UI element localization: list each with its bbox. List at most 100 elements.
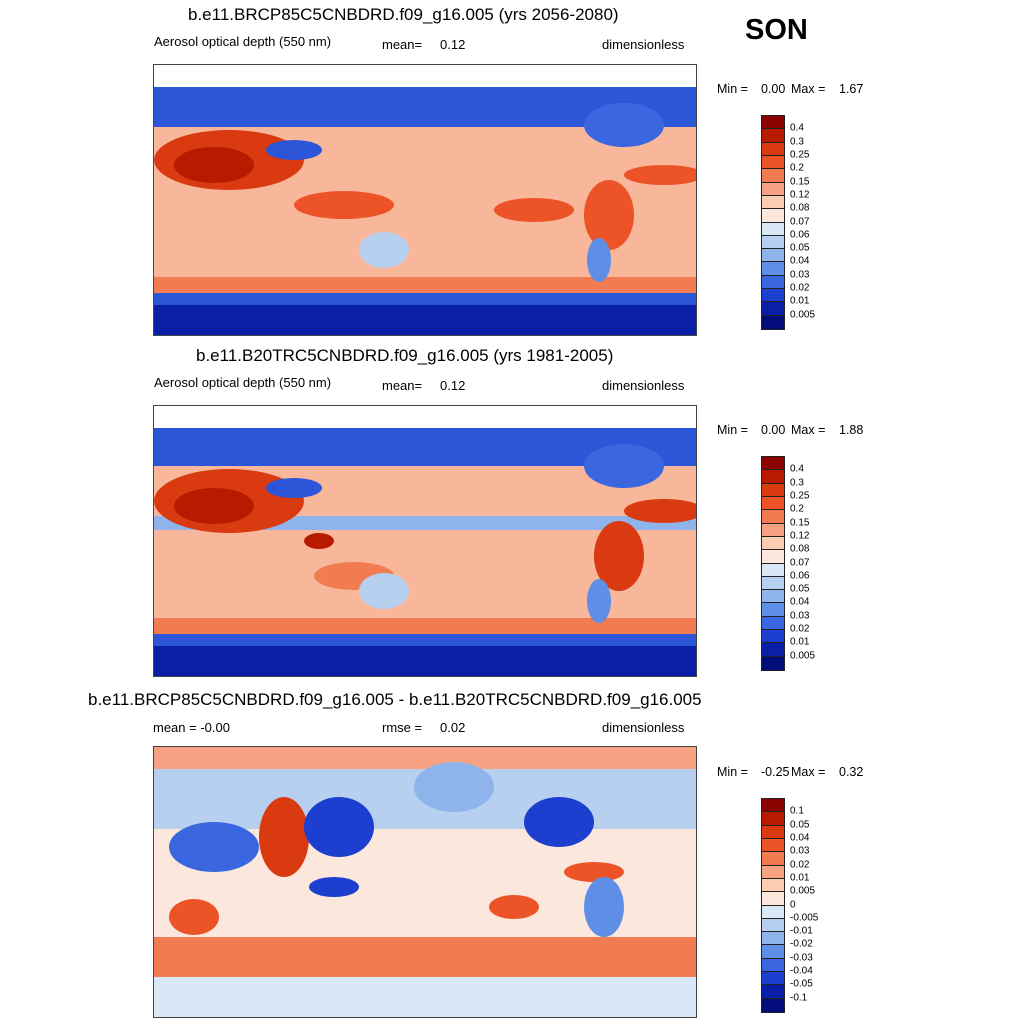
colorbar-tick-label: 0.03	[790, 845, 810, 857]
colorbar-swatch	[762, 590, 784, 604]
colorbar-swatch	[762, 483, 784, 497]
colorbar-tick-label: 0.08	[790, 543, 810, 555]
colorbar-tick-label: 0.3	[790, 477, 804, 489]
colorbar-swatch	[762, 510, 784, 524]
colorbar-tick-label: 0.005	[790, 650, 816, 662]
min-label: Min =	[717, 423, 748, 437]
colorbar-swatch	[762, 998, 784, 1012]
colorbar-tick-label: -0.04	[790, 965, 813, 977]
colorbar-swatch	[762, 630, 784, 644]
colorbar-swatch	[762, 550, 784, 564]
colorbar-swatch	[762, 315, 784, 329]
colorbar-tick-label: 0.02	[790, 282, 810, 294]
variable-label: Aerosol optical depth (550 nm)	[154, 375, 332, 390]
aod-map-difference	[153, 746, 697, 1018]
colorbar-swatch	[762, 289, 784, 303]
colorbar-tick-label: 0.15	[790, 176, 810, 188]
colorbar-tick-label: 0.2	[790, 503, 804, 515]
colorbar-swatch	[762, 603, 784, 617]
colorbar-swatch	[762, 155, 784, 170]
colorbar-swatch	[762, 958, 784, 973]
colorbar-labels: 0.1 0.05 0.04 0.03 0.02 0.01 0.005 0 -0.005 -0.01…	[790, 798, 850, 1011]
rmse-value: 0.02	[440, 720, 466, 735]
colorbar-swatch	[762, 235, 784, 250]
colorbar-tick-label: -0.01	[790, 925, 813, 937]
units-label: dimensionless	[602, 720, 685, 735]
colorbar-tick-label: 0.07	[790, 557, 810, 568]
mean-label: mean=	[382, 378, 423, 393]
colorbar-swatch	[762, 536, 784, 551]
panel-title: b.e11.B20TRC5CNBDRD.f09_g16.005 (yrs 198…	[196, 346, 614, 365]
max-value: 1.88	[839, 423, 864, 437]
colorbar-tick-label: 0.06	[790, 570, 810, 582]
colorbar-swatch	[762, 865, 784, 879]
colorbar-labels: 0.4 0.3 0.25 0.2 0.15 0.12 0.08 0.07 0.06 0.05 0.0…	[790, 115, 850, 328]
colorbar-tick-label: 0	[790, 899, 796, 910]
min-value: -0.25	[761, 765, 790, 779]
colorbar-swatch	[762, 275, 784, 290]
colorbar-swatch	[762, 249, 784, 263]
colorbar-swatch	[762, 169, 784, 183]
colorbar-swatch	[762, 116, 784, 130]
mean-value: 0.12	[440, 37, 466, 52]
max-value: 1.67	[839, 82, 864, 96]
colorbar-tick-label: 0.07	[790, 216, 810, 227]
colorbar-tick-label: 0.08	[790, 202, 810, 214]
min-value: 0.00	[761, 82, 786, 96]
units-label: dimensionless	[602, 378, 685, 393]
colorbar-swatch	[762, 457, 784, 471]
colorbar-tick-label: 0.04	[790, 596, 810, 608]
colorbar-tick-label: 0.04	[790, 832, 810, 844]
colorbar-tick-label: 0.04	[790, 255, 810, 267]
colorbar-swatch	[762, 142, 784, 156]
colorbar-tick-label: 0.1	[790, 805, 804, 817]
colorbar-swatch	[762, 616, 784, 631]
colorbar-swatch	[762, 470, 784, 484]
colorbar-tick-label: 0.12	[790, 189, 810, 201]
min-label: Min =	[717, 765, 748, 779]
colorbar-swatch	[762, 812, 784, 826]
units-label: dimensionless	[602, 37, 685, 52]
colorbar-tick-label: -0.03	[790, 952, 813, 964]
colorbar-swatch	[762, 932, 784, 946]
colorbar-tick-label: 0.01	[790, 636, 810, 648]
colorbar-tick-label: 0.03	[790, 610, 810, 622]
colorbar-tick-label: 0.01	[790, 295, 810, 307]
panel-title: b.e11.BRCP85C5CNBDRD.f09_g16.005 (yrs 20…	[188, 5, 619, 24]
colorbar-swatch	[762, 302, 784, 316]
aod-map-future	[153, 64, 697, 336]
colorbar-swatch	[762, 838, 784, 853]
colorbar-tick-label: 0.05	[790, 819, 810, 831]
colorbar-tick-label: 0.02	[790, 623, 810, 635]
colorbar-swatch	[762, 825, 784, 839]
colorbar-tick-label: 0.02	[790, 859, 810, 871]
colorbar-swatch	[762, 945, 784, 959]
colorbar-swatch	[762, 799, 784, 813]
colorbar-swatch	[762, 262, 784, 276]
colorbar-labels: 0.4 0.3 0.25 0.2 0.15 0.12 0.08 0.07 0.06 0.05 0.0…	[790, 456, 850, 669]
colorbar-swatch	[762, 918, 784, 933]
min-label: Min =	[717, 82, 748, 96]
colorbar-swatch	[762, 878, 784, 893]
colorbar-tick-label: 0.06	[790, 229, 810, 241]
max-label: Max =	[791, 423, 826, 437]
diff-mean-label: mean = -0.00	[153, 720, 230, 735]
colorbar-tick-label: 0.2	[790, 162, 804, 174]
max-label: Max =	[791, 82, 826, 96]
colorbar-swatch	[762, 643, 784, 657]
colorbar-swatch	[762, 496, 784, 511]
colorbar-tick-label: 0.005	[790, 309, 816, 321]
colorbar-tick-label: 0.4	[790, 122, 804, 134]
colorbar-swatch	[762, 972, 784, 986]
aod-map-historical	[153, 405, 697, 677]
colorbar-swatch	[762, 905, 784, 919]
colorbar-tick-label: -0.05	[790, 978, 813, 990]
max-value: 0.32	[839, 765, 864, 779]
min-value: 0.00	[761, 423, 786, 437]
colorbar-tick-label: 0.05	[790, 242, 810, 254]
colorbar-tick-label: 0.12	[790, 530, 810, 542]
colorbar-tick-label: -0.02	[790, 938, 813, 950]
colorbar-tick-label: -0.1	[790, 992, 808, 1004]
colorbar-swatch	[762, 852, 784, 866]
colorbar	[761, 798, 785, 1013]
